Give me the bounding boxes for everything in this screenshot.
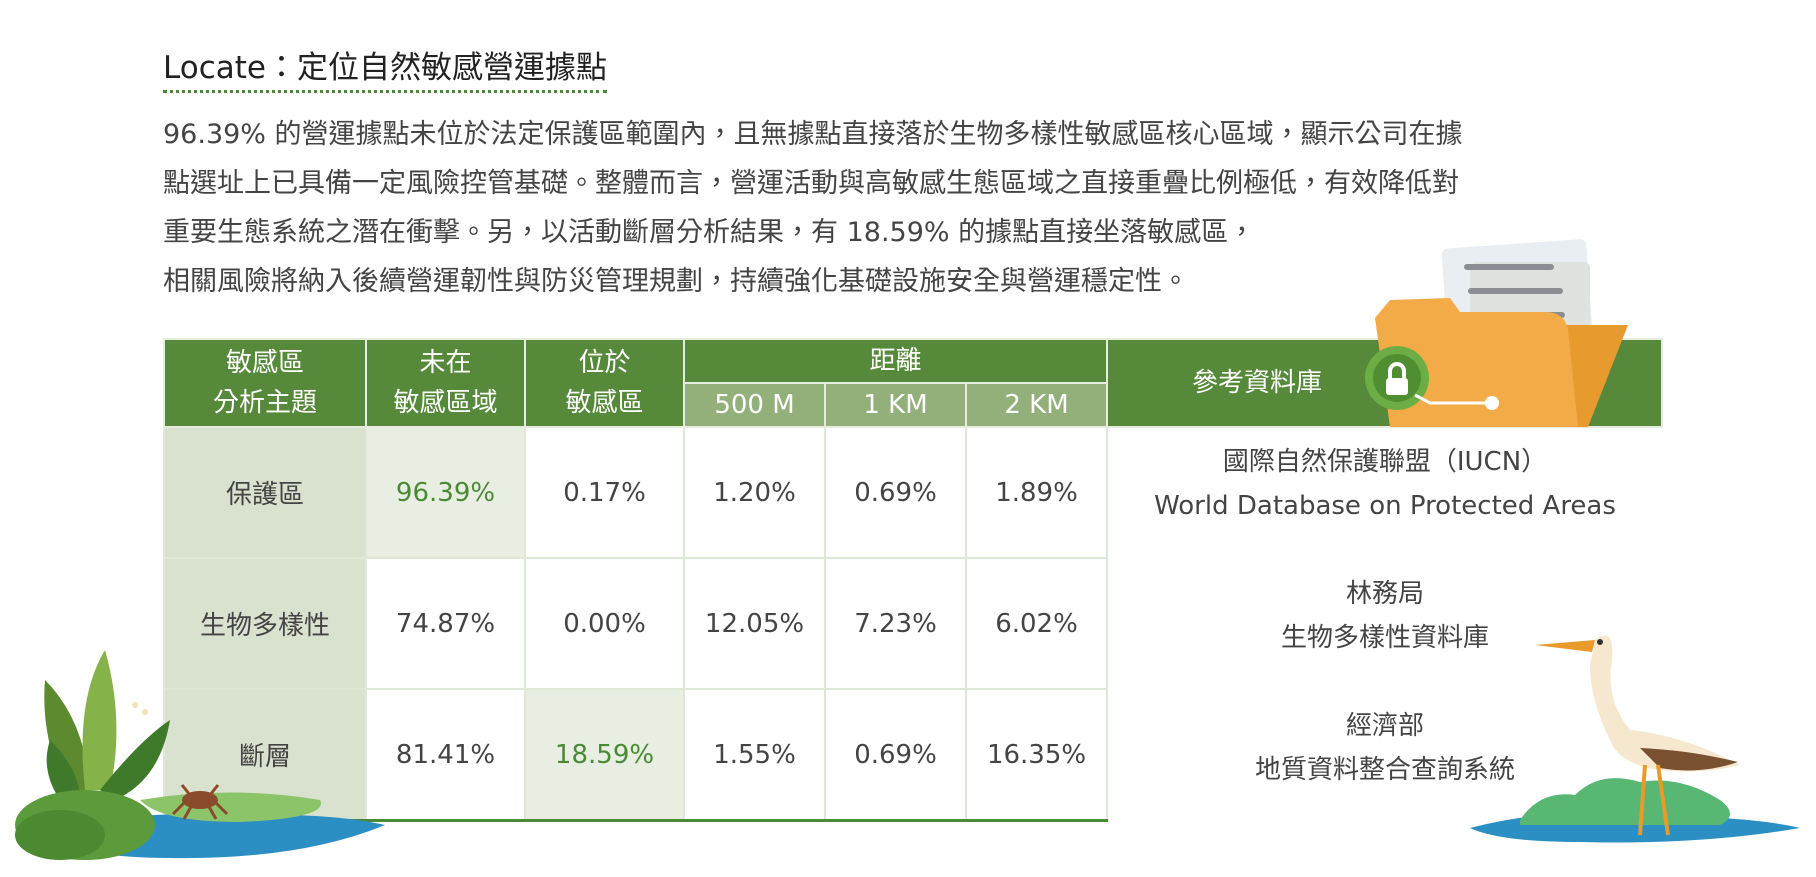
cell: 1.89% [964, 426, 1109, 559]
cell: 6.02% [964, 557, 1109, 690]
reference-line: World Database on Protected Areas [1154, 491, 1616, 521]
cell: 0.69% [824, 688, 967, 822]
cell: 16.35% [964, 688, 1109, 822]
sensitivity-table: 敏感區 分析主題 未在 敏感區域 位於 敏感區 距離 參考資料庫 500 M 1 KM… [163, 338, 1664, 822]
paragraph-line: 重要生態系統之潛在衝擊。另，以活動斷層分析結果，有 18.59% 的據點直接坐落… [163, 217, 1256, 248]
subheader-cell: 2 KM [964, 382, 1109, 428]
cell: 74.87% [365, 557, 526, 690]
header-cell: 參考資料庫 [1106, 338, 1664, 428]
row-label: 斷層 [163, 688, 367, 822]
header-cell: 敏感區 分析主題 [163, 338, 367, 428]
cell: 0.69% [824, 426, 967, 559]
summary-paragraph: 96.39% 的營運據點未位於法定保護區範圍內，且無據點直接落於生物多樣性敏感區… [163, 110, 1673, 306]
paragraph-line: 點選址上已具備一定風險控管基礎。整體而言，營運活動與高敏感生態區域之直接重疊比例… [163, 168, 1459, 199]
header-cell: 位於 敏感區 [524, 338, 685, 428]
subheader-cell: 1 KM [824, 382, 967, 428]
reference-cell: 國際自然保護聯盟（IUCN） World Database on Protecte… [1106, 427, 1663, 821]
cell: 1.55% [683, 688, 826, 822]
row-label: 生物多樣性 [163, 557, 367, 690]
cell: 96.39% [365, 426, 526, 559]
reference-line: 林務局 [1346, 579, 1425, 609]
header-text: 敏感區域 [393, 388, 498, 418]
reference-line: 國際自然保護聯盟（IUCN） [1222, 447, 1548, 477]
cell: 0.00% [524, 557, 685, 690]
reference-line: 地質資料整合查詢系統 [1255, 755, 1516, 785]
paragraph-line: 96.39% 的營運據點未位於法定保護區範圍內，且無據點直接落於生物多樣性敏感區… [163, 119, 1463, 150]
cell: 7.23% [824, 557, 967, 690]
reference: 國際自然保護聯盟（IUCN） World Database on Protecte… [1108, 418, 1662, 550]
cell: 12.05% [683, 557, 826, 690]
cell: 81.41% [365, 688, 526, 822]
header-text: 未在 [419, 348, 472, 378]
cell: 1.20% [683, 426, 826, 559]
section-title: Locate：定位自然敏感營運據點 [163, 42, 607, 93]
reference: 林務局生物多樣性資料庫 [1108, 550, 1662, 682]
reference: 經濟部地質資料整合查詢系統 [1108, 682, 1662, 814]
header-text: 敏感區 [225, 348, 304, 378]
reference-line: 經濟部 [1346, 711, 1425, 741]
header-text: 位於 [578, 348, 631, 378]
paragraph-line: 相關風險將納入後續營運韌性與防災管理規劃，持續強化基礎設施安全與營運穩定性。 [163, 266, 1189, 297]
reference-line: 生物多樣性資料庫 [1281, 623, 1490, 653]
cell: 0.17% [524, 426, 685, 559]
cell: 18.59% [524, 688, 685, 822]
header-text: 敏感區 [565, 388, 644, 418]
row-label: 保護區 [163, 426, 367, 559]
header-cell: 距離 [682, 338, 1109, 384]
header-cell: 未在 敏感區域 [365, 338, 526, 428]
subheader-cell: 500 M [683, 382, 826, 428]
header-text: 分析主題 [212, 388, 317, 418]
